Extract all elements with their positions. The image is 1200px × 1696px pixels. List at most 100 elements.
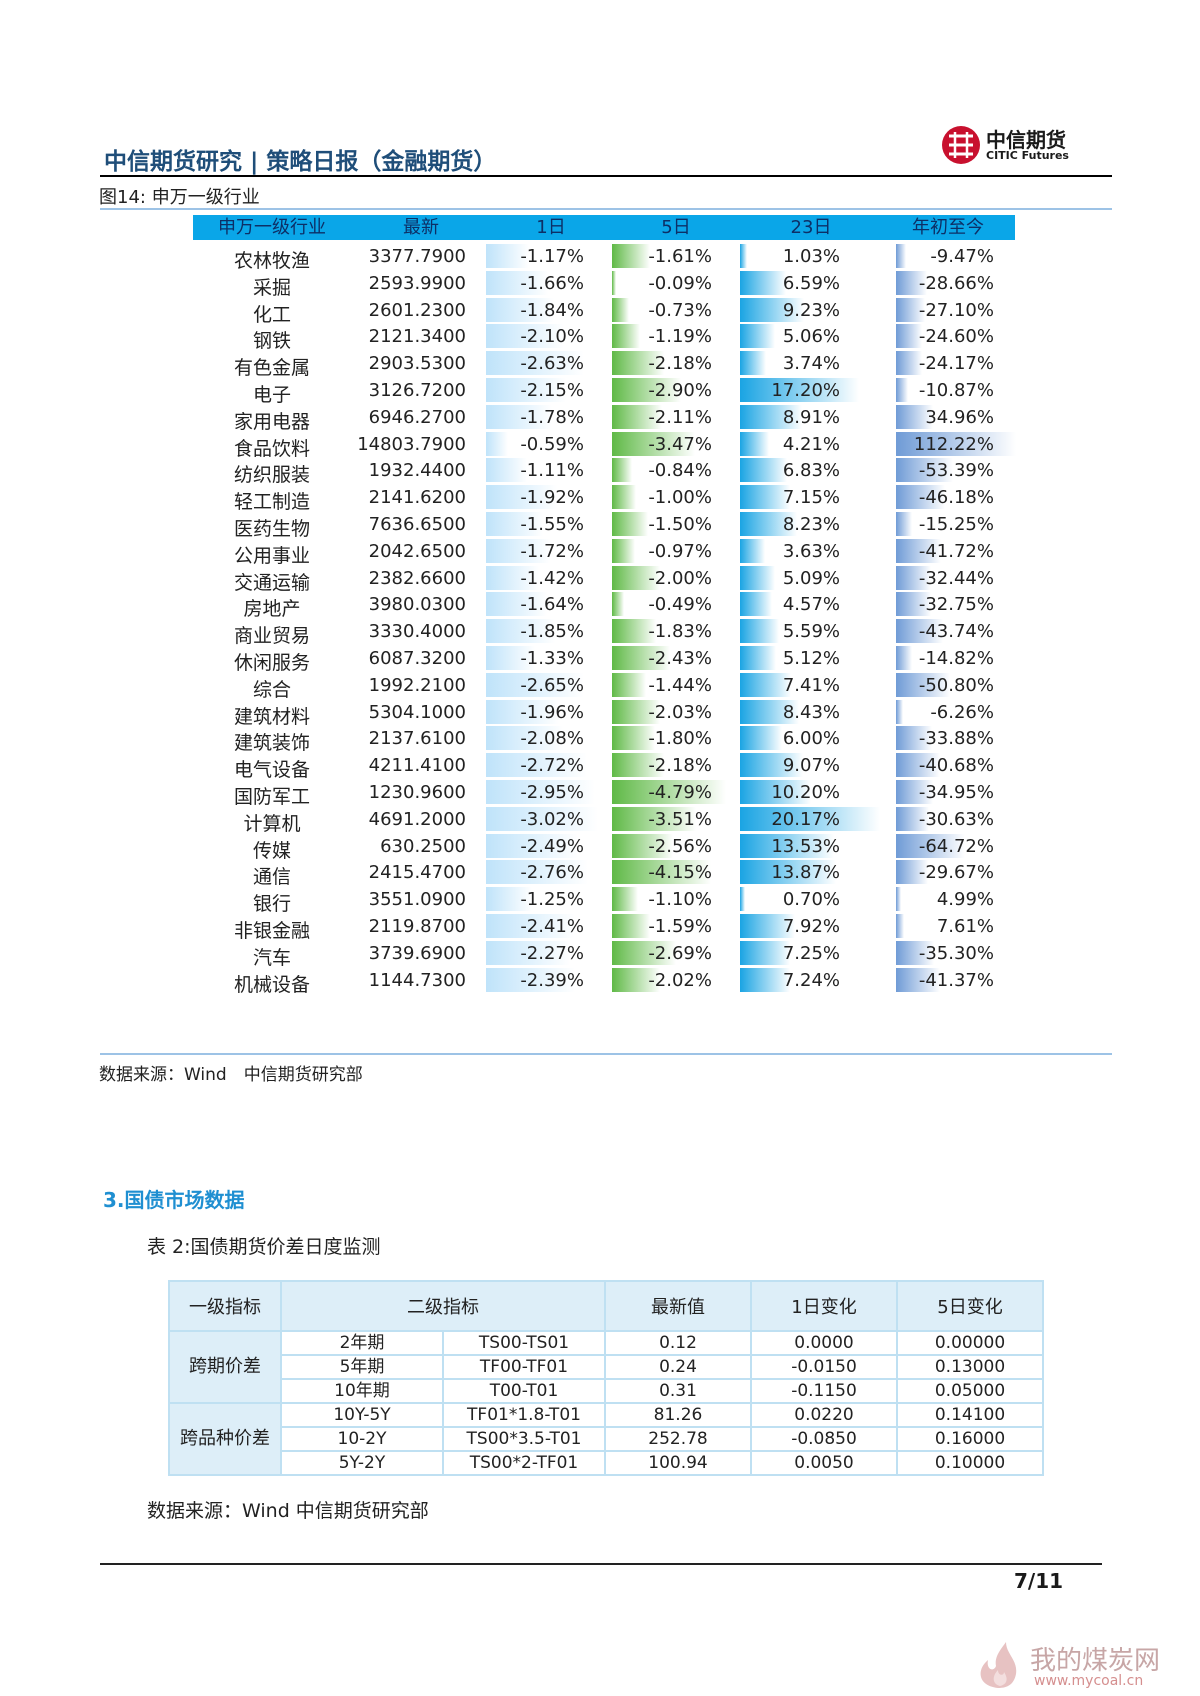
- value-ytd: 7.61%: [936, 916, 994, 937]
- table-row: 银行 3551.0900 -1.25% -1.10% 0.70% 4.99%: [0, 885, 1200, 916]
- data-bar-d1: [486, 753, 587, 778]
- cell-ytd: 4.99%: [896, 887, 1016, 912]
- table-row: 休闲服务 6087.3200 -1.33% -2.43% 5.12% -14.82%: [0, 644, 1200, 674]
- industry-latest: 4691.2000: [368, 808, 466, 830]
- row-label: 10-2Y: [280, 1426, 444, 1452]
- value-d5: -2.11%: [648, 406, 712, 428]
- cell-ytd: -28.66%: [896, 270, 1016, 295]
- data-bar-d23: [740, 351, 766, 376]
- cell-d5: -1.59%: [612, 914, 726, 938]
- data-bar-ytd: [896, 699, 903, 724]
- data-bar-d1: [486, 244, 530, 268]
- cell-ytd: -32.44%: [896, 565, 1016, 590]
- data-bar-ytd: [896, 565, 931, 590]
- row-5d: 0.16000: [896, 1426, 1044, 1452]
- value-d1: -1.72%: [520, 540, 584, 562]
- data-bar-d5: [612, 270, 616, 295]
- cell-d5: -2.11%: [612, 404, 726, 429]
- data-bar-ytd: [896, 512, 913, 536]
- value-d1: -2.72%: [520, 755, 584, 777]
- data-bar-d1: [486, 565, 539, 590]
- value-d23: 13.53%: [771, 835, 840, 857]
- bond-header-latest: 最新值: [604, 1280, 752, 1332]
- value-d1: -1.25%: [520, 889, 584, 911]
- cell-d5: -3.47%: [612, 431, 726, 456]
- value-ytd: -40.68%: [918, 755, 994, 777]
- value-d5: -2.90%: [648, 380, 712, 401]
- value-d5: -2.56%: [648, 835, 712, 857]
- cell-d1: -2.49%: [486, 833, 598, 858]
- row-5d: 0.14100: [896, 1402, 1044, 1428]
- bond-header-1d: 1日变化: [750, 1280, 898, 1332]
- value-d23: 5.12%: [782, 648, 840, 669]
- data-bar-d23: [740, 833, 834, 858]
- data-bar-d5: [612, 967, 661, 992]
- value-d23: 5.09%: [782, 567, 840, 589]
- row-1d: 0.0050: [750, 1450, 898, 1476]
- data-bar-d5: [612, 512, 648, 536]
- data-bar-d5: [612, 538, 636, 563]
- industry-name: 建筑材料: [233, 705, 310, 728]
- cell-d23: 7.92%: [740, 914, 880, 938]
- value-d5: -2.18%: [648, 755, 712, 777]
- value-ytd: -6.26%: [930, 701, 994, 723]
- industry-latest: 5304.1000: [368, 701, 466, 723]
- data-bar-ytd: [896, 270, 927, 295]
- value-ytd: -14.82%: [918, 648, 994, 669]
- value-ytd: -30.63%: [918, 808, 994, 830]
- industry-name: 休闲服务: [233, 652, 310, 674]
- cell-d23: 0.70%: [740, 887, 880, 912]
- industry-latest: 4211.4100: [368, 755, 466, 777]
- value-d1: -2.65%: [520, 674, 584, 696]
- data-bar-d23: [740, 619, 779, 644]
- data-bar-d1: [486, 431, 508, 456]
- industry-latest: 2903.5300: [368, 353, 466, 375]
- value-d5: -1.10%: [648, 889, 712, 911]
- data-bar-ytd: [896, 538, 941, 563]
- cell-d23: 6.59%: [740, 270, 880, 295]
- value-d1: -2.27%: [520, 942, 584, 964]
- value-d5: -1.83%: [648, 621, 712, 643]
- table-row: 农林牧渔 3377.7900 -1.17% -1.61% 1.03% -9.47%: [0, 242, 1200, 272]
- value-d23: 4.21%: [782, 433, 840, 455]
- value-d23: 7.15%: [782, 487, 840, 509]
- data-bar-d5: [612, 860, 711, 885]
- data-bar-d5: [612, 485, 636, 510]
- figure-source: 数据来源：Wind 中信期货研究部: [99, 1065, 363, 1085]
- industry-name: 传媒: [252, 839, 291, 862]
- industry-latest: 630.2500: [380, 835, 466, 857]
- cell-ytd: -10.87%: [896, 378, 1016, 402]
- page-number: 7/11: [1014, 1569, 1064, 1593]
- value-d5: -2.69%: [648, 942, 712, 964]
- cell-d23: 7.25%: [740, 940, 880, 965]
- data-bar-ytd: [896, 458, 954, 483]
- table-row: 有色金属 2903.5300 -2.63% -2.18% 3.74% -24.17%: [0, 349, 1200, 379]
- industry-name: 钢铁: [252, 330, 291, 353]
- value-d5: -1.80%: [648, 728, 712, 750]
- value-ytd: -43.74%: [918, 621, 994, 643]
- industry-name: 商业贸易: [233, 625, 310, 648]
- industry-latest: 2382.6600: [368, 567, 466, 589]
- data-bar-ytd: [896, 297, 925, 322]
- row-label: 2年期: [280, 1330, 444, 1356]
- cell-d1: -2.76%: [486, 860, 598, 885]
- value-d23: 8.23%: [782, 514, 840, 535]
- table-row: 5年期 TF00-TF01 0.24 -0.0150 0.13000: [169, 1354, 1044, 1380]
- value-d23: 7.24%: [782, 969, 840, 991]
- industry-latest: 7636.6500: [368, 514, 466, 535]
- cell-d5: -1.19%: [612, 324, 726, 349]
- table-caption: 表 2:国债期货价差日度监测: [147, 1236, 381, 1258]
- cell-d5: -1.80%: [612, 726, 726, 751]
- value-d23: 6.59%: [782, 272, 840, 294]
- cell-d23: 1.03%: [740, 244, 880, 268]
- industry-name: 银行: [252, 893, 291, 916]
- cell-d1: -2.27%: [486, 940, 598, 965]
- industry-name: 轻工制造: [233, 491, 310, 514]
- row-1d: 0.0220: [750, 1402, 898, 1428]
- value-d1: -1.42%: [520, 567, 584, 589]
- cell-d23: 13.53%: [740, 833, 880, 858]
- cell-d1: -1.84%: [486, 297, 598, 322]
- value-ytd: -64.72%: [918, 835, 994, 857]
- bond-header-level2: 二级指标: [280, 1280, 606, 1332]
- industry-name: 化工: [252, 303, 291, 326]
